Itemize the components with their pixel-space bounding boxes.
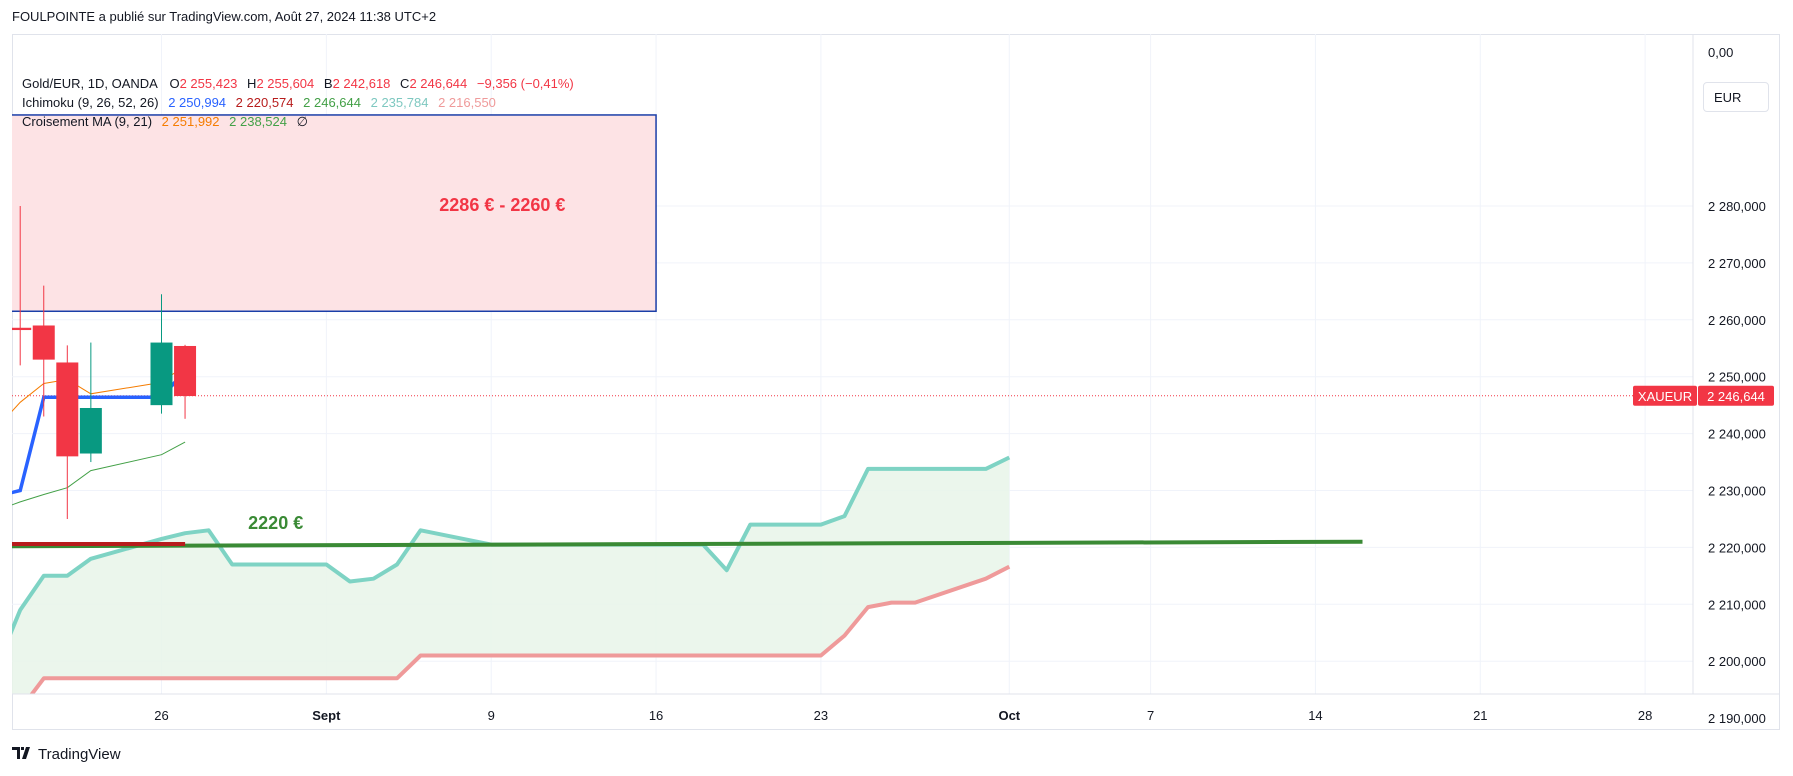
candle-body-down [56,362,79,457]
candle-body-down [174,345,197,397]
y-tick-label: 2 280,000 [1708,199,1766,214]
last-price-value-label: 2 246,644 [1707,389,1765,404]
y-tick-label: 2 200,000 [1708,654,1766,669]
ichimoku-legend[interactable]: Ichimoku (9, 26, 52, 26) 2 250,994 2 220… [22,95,502,110]
last-price-symbol-label: XAUEUR [1638,389,1692,404]
x-tick-label: 9 [488,708,495,723]
close-value: 2 246,644 [409,76,468,91]
last-price-value-badge [1698,385,1774,406]
low-label: B [323,76,333,91]
close-label: C [400,76,410,91]
hidden-symbol: ∅ [296,114,308,129]
currency-button[interactable]: EUR [1703,82,1769,112]
x-tick-label: 14 [1308,708,1322,723]
support-line [12,539,1363,549]
x-tick-label: 28 [1638,708,1652,723]
y-tick-label: 2 190,000 [1708,711,1766,726]
target-zone-label: 2286 € - 2260 € [439,195,565,215]
y-tick-label: 2 270,000 [1708,256,1766,271]
ma-cross-legend[interactable]: Croisement MA (9, 21) 2 251,992 2 238,52… [22,114,314,130]
tradingview-logo[interactable]: TradingView [12,746,121,763]
target-zone [12,114,657,313]
last-price-symbol-badge [1633,385,1697,406]
x-tick-label: 26 [154,708,168,723]
low-value: 2 242,618 [332,76,391,91]
symbol-legend: Gold/EUR, 1D, OANDA O2 255,423 H2 255,60… [22,76,580,91]
y-tick-label: 2 250,000 [1708,370,1766,385]
symbol-name: Gold/EUR, 1D, OANDA [22,76,158,91]
ichimoku-name: Ichimoku (9, 26, 52, 26) [22,95,159,110]
y-tick-label: 2 210,000 [1708,597,1766,612]
y-top-label: 0,00 [1708,45,1733,60]
ichimoku-span-b-value: 2 216,550 [438,95,496,110]
publish-header: FOULPOINTE a publié sur TradingView.com,… [12,9,437,24]
high-label: H [247,76,257,91]
y-tick-label: 2 260,000 [1708,313,1766,328]
footer-brand: TradingView [38,746,121,763]
plot-area: 2286 € - 2260 € 2220 € [12,34,1693,694]
ichimoku-cloud [12,457,1010,694]
ma-slow-value: 2 238,524 [229,114,287,129]
candle-body-up [150,342,173,406]
ichimoku-chikou-value: 2 246,644 [303,95,361,110]
candle-body-down [32,325,55,360]
ichimoku-span-b-line [29,564,1011,694]
ichimoku-tenkan-value: 2 250,994 [168,95,227,110]
open-label: O [169,76,180,91]
high-value: 2 255,604 [256,76,315,91]
x-tick-label: 21 [1473,708,1487,723]
ichimoku-kijun-value: 2 220,574 [235,95,294,110]
x-tick-label: Sept [312,708,341,723]
candle-body-up [79,407,102,454]
x-tick-label: Oct [998,708,1020,723]
y-tick-label: 2 220,000 [1708,540,1766,555]
level-label: 2220 € [248,513,303,533]
x-tick-label: 16 [649,708,663,723]
open-value: 2 255,423 [179,76,238,91]
y-tick-label: 2 240,000 [1708,427,1766,442]
tradingview-logo-icon [12,746,34,763]
ichimoku-span-a-value: 2 235,784 [370,95,429,110]
candle-body-down [12,327,32,331]
ichimoku-span-a-line [12,455,1011,636]
ma-cross-name: Croisement MA (9, 21) [22,114,153,129]
chart-frame[interactable] [12,34,1780,730]
x-tick-label: 23 [814,708,828,723]
change-value: −9,356 (−0,41%) [476,76,574,91]
y-tick-label: 2 230,000 [1708,484,1766,499]
x-tick-label: 7 [1147,708,1154,723]
ma-fast-value: 2 251,992 [161,114,220,129]
